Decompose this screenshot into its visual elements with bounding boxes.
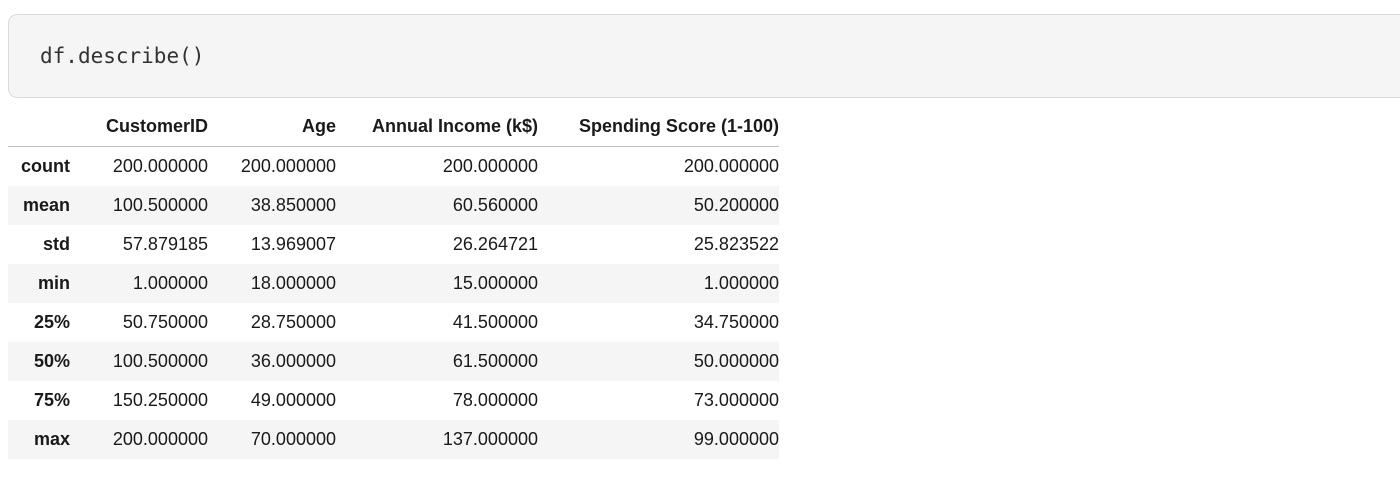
code-cell[interactable]: df.describe(): [8, 14, 1400, 98]
code-line: df.describe(): [40, 43, 204, 69]
table-cell: 100.500000: [112, 195, 208, 215]
row-label: mean: [22, 195, 70, 215]
row-label: min: [37, 273, 70, 293]
row-label: std: [43, 234, 70, 254]
table-cell: 13.969007: [250, 234, 336, 254]
table-row: min 1.000000 18.000000 15.000000 1.00000…: [8, 264, 779, 303]
row-label: max: [33, 429, 70, 449]
code-object: df: [40, 44, 66, 68]
table-cell: 200.000000: [442, 156, 538, 176]
table-cell: 200.000000: [240, 156, 336, 176]
table-row: std 57.879185 13.969007 26.264721 25.823…: [8, 225, 779, 264]
column-header: Age: [208, 106, 336, 147]
row-label: count: [21, 156, 70, 176]
table-cell: 50.000000: [693, 351, 779, 371]
table-cell: 15.000000: [452, 273, 538, 293]
table-row: mean 100.500000 38.850000 60.560000 50.2…: [8, 186, 779, 225]
table-row: 25% 50.750000 28.750000 41.500000 34.750…: [8, 303, 779, 342]
table-cell: 99.000000: [693, 429, 779, 449]
table-row: 75% 150.250000 49.000000 78.000000 73.00…: [8, 381, 779, 420]
index-header: [8, 106, 78, 147]
table-cell: 25.823522: [693, 234, 779, 254]
table-row: 50% 100.500000 36.000000 61.500000 50.00…: [8, 342, 779, 381]
table-cell: 50.200000: [693, 195, 779, 215]
table-cell: 200.000000: [112, 156, 208, 176]
table-cell: 36.000000: [250, 351, 336, 371]
code-parens: (): [179, 44, 205, 68]
row-label: 25%: [33, 312, 70, 332]
row-label: 50%: [33, 351, 70, 371]
code-dot: .: [65, 44, 78, 68]
table-cell: 150.250000: [112, 390, 208, 410]
table-cell: 60.560000: [452, 195, 538, 215]
table-cell: 38.850000: [250, 195, 336, 215]
row-label: 75%: [33, 390, 70, 410]
describe-output-table: CustomerID Age Annual Income (k$) Spendi…: [8, 106, 779, 459]
table-cell: 70.000000: [250, 429, 336, 449]
column-header: Spending Score (1-100): [538, 106, 779, 147]
table-cell: 200.000000: [112, 429, 208, 449]
table-cell: 28.750000: [250, 312, 336, 332]
table-cell: 137.000000: [442, 429, 538, 449]
table-cell: 78.000000: [452, 390, 538, 410]
table-cell: 49.000000: [250, 390, 336, 410]
column-header: Annual Income (k$): [336, 106, 538, 147]
table-row: max 200.000000 70.000000 137.000000 99.0…: [8, 420, 779, 459]
table-cell: 1.000000: [703, 273, 779, 293]
table-header-row: CustomerID Age Annual Income (k$) Spendi…: [8, 106, 779, 147]
table-cell: 34.750000: [693, 312, 779, 332]
table-cell: 100.500000: [112, 351, 208, 371]
column-header: CustomerID: [78, 106, 208, 147]
table-cell: 18.000000: [250, 273, 336, 293]
table-cell: 1.000000: [132, 273, 208, 293]
code-method: describe: [77, 44, 180, 68]
table-cell: 57.879185: [122, 234, 208, 254]
table-cell: 50.750000: [122, 312, 208, 332]
table-cell: 41.500000: [452, 312, 538, 332]
table-cell: 73.000000: [693, 390, 779, 410]
table-row: count 200.000000 200.000000 200.000000 2…: [8, 147, 779, 187]
table-cell: 26.264721: [452, 234, 538, 254]
table-cell: 61.500000: [452, 351, 538, 371]
table-cell: 200.000000: [683, 156, 779, 176]
